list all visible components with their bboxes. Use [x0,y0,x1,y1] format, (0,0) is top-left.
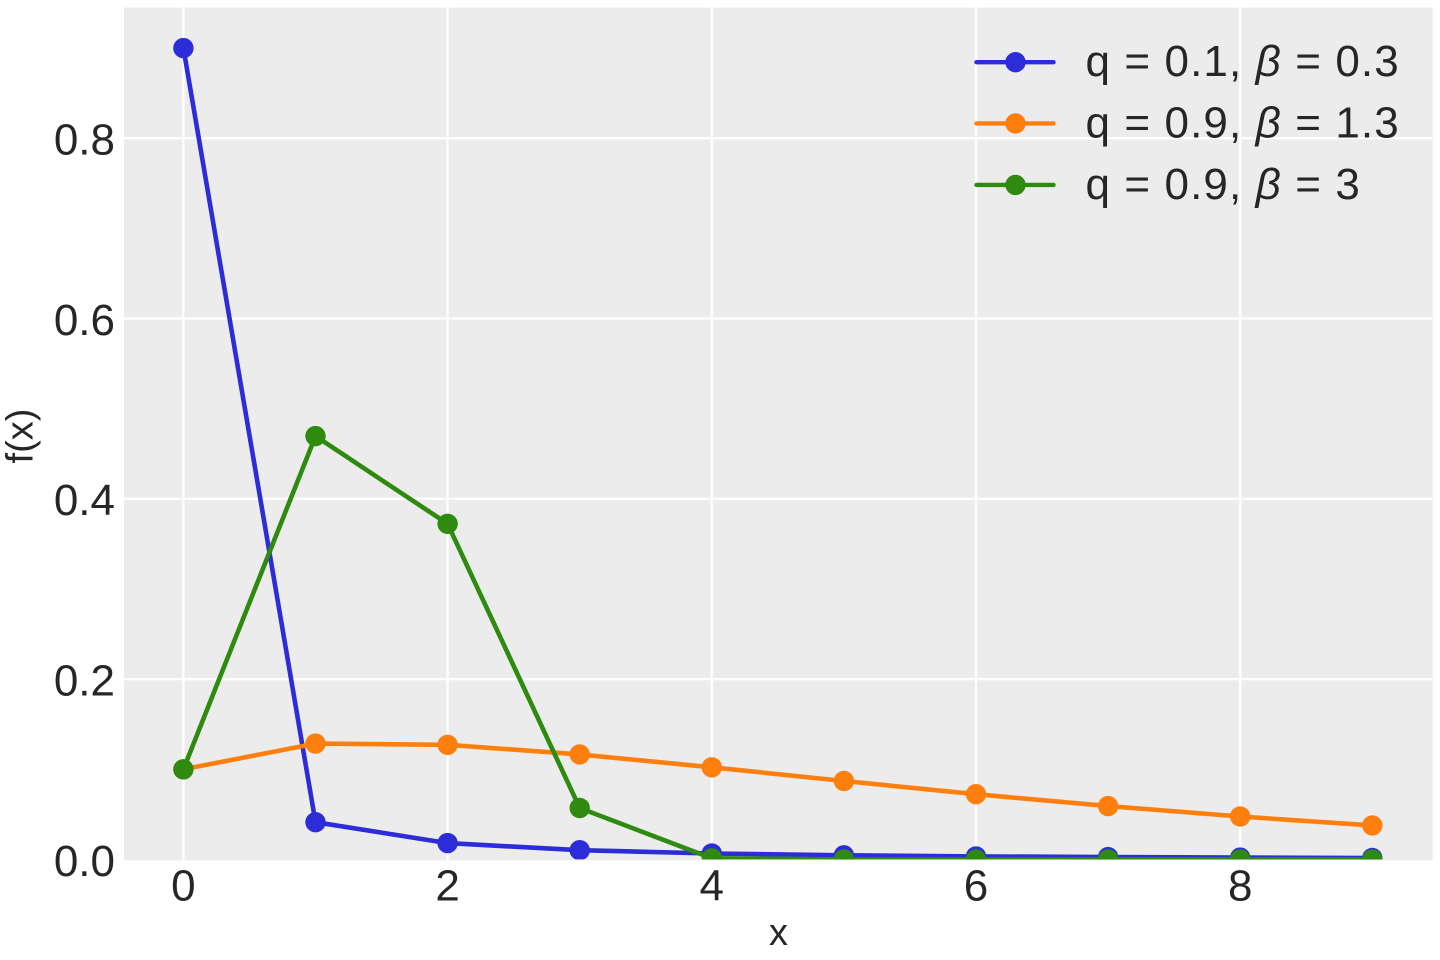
svg-text:0.8: 0.8 [54,116,115,165]
svg-text:0.4: 0.4 [54,476,115,525]
svg-text:2: 2 [435,862,459,911]
svg-text:q = 0.9, β = 1.3: q = 0.9, β = 1.3 [1086,98,1400,147]
svg-text:0.2: 0.2 [54,657,115,706]
svg-text:f(x): f(x) [0,409,42,464]
svg-text:8: 8 [1228,862,1252,911]
svg-text:4: 4 [700,862,724,911]
svg-text:0.0: 0.0 [54,837,115,886]
svg-text:x: x [769,912,788,954]
svg-text:6: 6 [964,862,988,911]
svg-text:q = 0.9, β = 3: q = 0.9, β = 3 [1086,160,1361,209]
svg-text:0: 0 [171,862,195,911]
svg-text:0.6: 0.6 [54,296,115,345]
svg-text:q = 0.1, β = 0.3: q = 0.1, β = 0.3 [1086,37,1400,86]
